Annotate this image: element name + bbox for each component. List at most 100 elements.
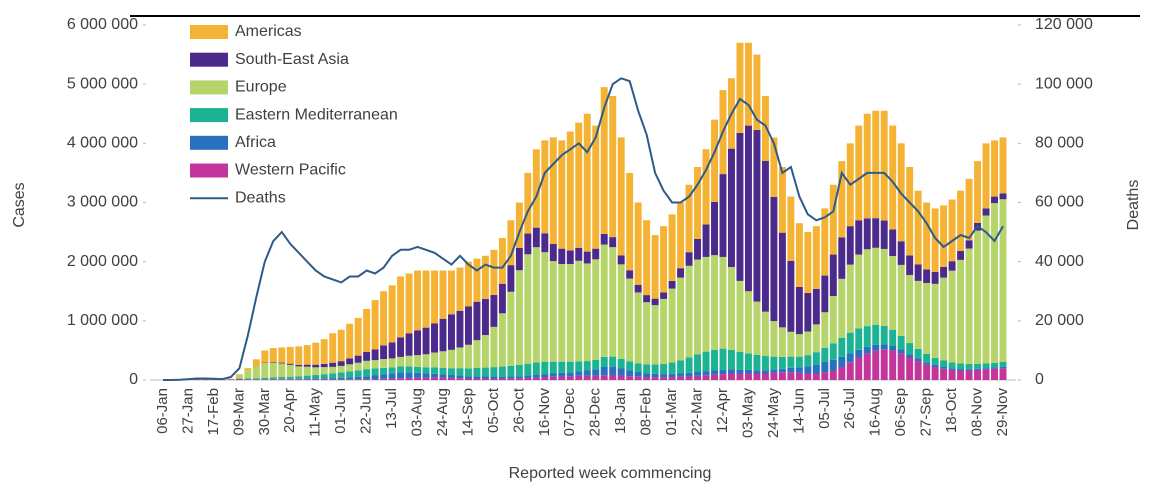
x-tick-label: 22-Mar <box>689 388 706 436</box>
bar-segment <box>694 372 702 376</box>
bar-segment <box>481 298 489 336</box>
bar-segment <box>744 125 752 292</box>
bar-segment <box>261 379 269 380</box>
bar-segment <box>991 196 998 204</box>
y2-tick-label: 60 000 <box>1035 194 1084 211</box>
bar-segment <box>863 353 871 380</box>
bar-segment <box>507 378 515 380</box>
bar-segment <box>643 220 651 296</box>
bar-segment <box>872 324 880 345</box>
bar-segment <box>498 313 506 367</box>
bar-segment <box>643 302 651 365</box>
bar-segment <box>948 261 956 271</box>
bar-segment <box>583 251 591 264</box>
bar-segment <box>515 364 523 377</box>
bar-segment <box>541 252 549 362</box>
bar-segment <box>965 240 973 249</box>
bar-segment <box>821 372 829 380</box>
x-tick-label: 29-Nov <box>994 388 1011 437</box>
bar-segment <box>600 366 608 376</box>
bar-segment <box>702 375 710 380</box>
bar-segment <box>940 277 948 361</box>
x-tick-label: 14-Sep <box>459 388 476 436</box>
x-tick-label: 11-May <box>307 388 324 437</box>
x-tick-label: 12-Apr <box>714 388 731 433</box>
bar-segment <box>464 376 472 379</box>
x-tick-label: 09-Mar <box>230 388 247 436</box>
bar-segment <box>363 376 371 380</box>
bar-segment <box>380 367 388 375</box>
bar-segment <box>269 348 277 363</box>
bar-segment <box>719 256 727 349</box>
bar-segment <box>405 273 413 334</box>
bar-segment <box>507 265 515 292</box>
bar-segment <box>312 378 320 380</box>
x-tick-label: 26-Jul <box>841 388 858 429</box>
bar-segment <box>787 372 795 380</box>
bar-segment <box>371 379 379 380</box>
bar-segment <box>363 379 371 380</box>
bar-segment <box>787 356 795 368</box>
bar-segment <box>431 373 438 378</box>
legend-swatch <box>190 25 228 39</box>
bar-segment <box>380 374 388 379</box>
y2-tick-label: 20 000 <box>1035 312 1084 329</box>
bar-segment <box>354 362 362 371</box>
bar-segment <box>821 361 829 373</box>
bar-segment <box>320 374 328 379</box>
y-tick-label: 0 <box>129 371 138 388</box>
bar-segment <box>897 353 905 380</box>
bar-segment <box>422 367 430 374</box>
bar-segment <box>914 358 922 362</box>
bar-segment <box>863 249 871 327</box>
bar-segment <box>855 125 863 221</box>
bar-segment <box>532 374 540 378</box>
bar-segment <box>448 374 455 378</box>
bar-segment <box>363 369 371 377</box>
bar-segment <box>397 276 405 338</box>
bar-segment <box>931 357 939 365</box>
bar-segment <box>575 247 583 261</box>
bar-segment <box>931 283 939 358</box>
bar-segment <box>481 367 489 377</box>
x-tick-label: 18-Jan <box>612 388 629 434</box>
bar-segment <box>957 363 965 370</box>
bar-segment <box>728 266 735 350</box>
bar-segment <box>923 202 931 270</box>
bar-segment <box>626 370 634 377</box>
bar-segment <box>855 349 863 358</box>
bar-segment <box>507 376 515 379</box>
bar-segment <box>388 367 396 374</box>
bar-segment <box>473 376 481 379</box>
bar-segment <box>923 362 931 365</box>
legend-label: Western Pacific <box>235 162 346 179</box>
bar-segment <box>778 372 786 380</box>
bar-segment <box>685 357 693 373</box>
bar-segment <box>541 140 549 234</box>
bar-segment <box>634 202 642 285</box>
bar-segment <box>744 369 752 374</box>
bar-segment <box>617 358 625 369</box>
bar-segment <box>744 291 752 354</box>
bar-segment <box>346 371 354 378</box>
bar-segment <box>303 375 311 379</box>
bar-segment <box>991 368 998 380</box>
bar-segment <box>999 366 1007 369</box>
bar-segment <box>846 362 854 380</box>
bar-segment <box>889 345 897 351</box>
bar-segment <box>778 232 786 328</box>
bar-segment <box>957 369 965 371</box>
bar-segment <box>498 366 506 377</box>
bar-segment <box>558 264 566 362</box>
bar-segment <box>787 367 795 373</box>
bar-segment <box>821 312 829 348</box>
bar-segment <box>363 309 371 352</box>
x-tick-label: 17-Feb <box>205 388 222 436</box>
x-tick-label: 30-Mar <box>256 388 273 436</box>
bar-segment <box>575 375 583 380</box>
bar-segment <box>549 137 557 244</box>
bar-segment <box>397 356 405 367</box>
bar-segment <box>872 344 880 351</box>
bar-segment <box>906 167 914 256</box>
x-tick-label: 28-Dec <box>587 388 604 437</box>
